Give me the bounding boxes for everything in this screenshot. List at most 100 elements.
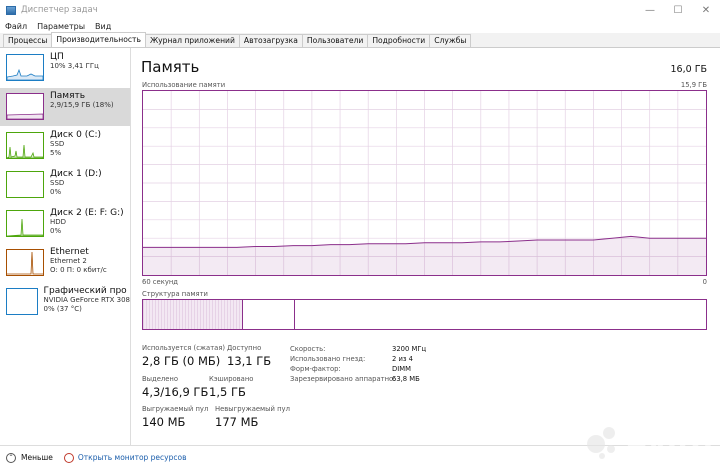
sidebar-item-detail: О: 0 П: 0 кбит/с [50, 266, 107, 274]
sidebar-item-memory[interactable]: Память 2,9/15,9 ГБ (18%) [0, 88, 130, 126]
sidebar-item-detail: HDD [50, 218, 67, 226]
tab-details[interactable]: Подробности [367, 34, 431, 47]
property-value: 3200 МГц [392, 345, 427, 353]
property-value: DIMM [392, 365, 411, 373]
sidebar-item-label: Память [50, 91, 86, 101]
property-value: 2 из 4 [392, 355, 414, 363]
stat-value: 2,8 ГБ (0 МБ) [142, 354, 221, 368]
property-label: Зарезервировано аппаратно: [290, 375, 396, 383]
memory-thumbnail [6, 93, 44, 120]
total-memory: 16,0 ГБ [670, 64, 707, 75]
structure-in-use [143, 300, 243, 329]
memory-panel: Память 16,0 ГБ Использование памяти 15,9… [131, 48, 720, 445]
resource-monitor-icon [63, 452, 74, 463]
maximize-button[interactable]: ☐ [673, 4, 683, 16]
usage-area [143, 236, 706, 275]
open-resource-monitor-link[interactable]: Открыть монитор ресурсов [77, 453, 187, 462]
property-label: Форм-фактор: [290, 365, 341, 373]
close-button[interactable]: ✕ [701, 4, 711, 16]
chevron-up-icon[interactable]: ⌃ [6, 452, 16, 463]
sidebar-item-label: ЦП [50, 52, 64, 62]
tab-performance[interactable]: Производительность [51, 32, 146, 47]
stat-value: 140 МБ [142, 415, 186, 429]
stat-label: Невыгружаемый пул [215, 405, 290, 413]
sidebar-item-detail: 10% 3,41 ГГц [50, 62, 99, 70]
structure-label: Структура памяти [142, 290, 208, 298]
window-title: Диспетчер задач [21, 5, 98, 15]
tab-bar: Процессы Производительность Журнал прило… [0, 32, 720, 48]
stat-value: 1,5 ГБ [209, 385, 246, 399]
sidebar-item-ethernet[interactable]: Ethernet Ethernet 2 О: 0 П: 0 кбит/с [0, 244, 130, 282]
sidebar-item-label: Диск 0 (C:) [50, 130, 102, 140]
memory-usage-graph [142, 90, 707, 276]
cpu-thumbnail [6, 54, 44, 81]
property-label: Использовано гнезд: [290, 355, 366, 363]
sidebar-item-detail: NVIDIA GeForce RTX 308 [43, 296, 130, 304]
sidebar-item-detail: Ethernet 2 [50, 257, 87, 265]
title-bar: Диспетчер задач — ☐ ✕ [0, 0, 720, 20]
property-label: Скорость: [290, 345, 326, 353]
structure-modified [243, 300, 295, 329]
stat-paged-pool: Выгружаемый пул 140 МБ [142, 405, 208, 429]
stat-label: Кэшировано [209, 375, 254, 383]
stat-label: Выделено [142, 375, 179, 383]
graph-time-span: 60 секунд [142, 278, 178, 286]
window-controls: — ☐ ✕ [636, 0, 720, 20]
sidebar-item-gpu[interactable]: Графический про NVIDIA GeForce RTX 308 0… [0, 283, 130, 321]
sidebar-item-detail: 0% (37 °C) [43, 305, 82, 313]
sidebar-item-detail: 5% [50, 149, 62, 157]
sidebar-item-detail: 0% [50, 227, 62, 235]
tab-app-history[interactable]: Журнал приложений [144, 34, 240, 47]
property-row: Использовано гнезд: 2 из 4 [290, 354, 426, 364]
tab-startup[interactable]: Автозагрузка [238, 34, 303, 47]
graph-time-now: 0 [702, 278, 707, 286]
sidebar-item-detail: 2,9/15,9 ГБ (18%) [50, 101, 114, 109]
avito-watermark: Avito [585, 425, 712, 461]
memory-structure-bar[interactable] [142, 299, 707, 330]
resource-sidebar: ЦП 10% 3,41 ГГц Память 2,9/15,9 ГБ (18%)… [0, 48, 131, 445]
disk2-thumbnail [6, 210, 44, 237]
disk0-thumbnail [6, 132, 44, 159]
stat-cached: Кэшировано 1,5 ГБ [209, 375, 253, 399]
property-row: Форм-фактор: DIMM [290, 364, 426, 374]
stat-value: 177 МБ [215, 415, 259, 429]
property-row: Скорость: 3200 МГц [290, 344, 426, 354]
gpu-thumbnail [6, 288, 38, 315]
sidebar-item-disk2[interactable]: Диск 2 (E: F: G:) HDD 0% [0, 205, 130, 243]
sidebar-item-label: Графический про [43, 286, 127, 296]
sidebar-item-label: Ethernet [50, 247, 89, 257]
stat-available: Доступно 13,1 ГБ [227, 344, 271, 368]
sidebar-item-label: Диск 1 (D:) [50, 169, 102, 179]
disk1-thumbnail [6, 171, 44, 198]
stat-nonpaged-pool: Невыгружаемый пул 177 МБ [215, 405, 290, 429]
sidebar-item-label: Диск 2 (E: F: G:) [50, 208, 124, 218]
stat-label: Выгружаемый пул [142, 405, 209, 413]
property-row: Зарезервировано аппаратно: 63,8 МБ [290, 374, 426, 384]
stat-value: 4,3/16,9 ГБ [142, 385, 209, 399]
tab-services[interactable]: Службы [429, 34, 472, 47]
sidebar-item-cpu[interactable]: ЦП 10% 3,41 ГГц [0, 49, 130, 87]
menu-file[interactable]: Файл [5, 22, 28, 31]
watermark-text: Avito [625, 425, 712, 461]
sidebar-item-detail: SSD [50, 179, 65, 187]
avito-logo-icon [585, 425, 621, 461]
memory-properties: Скорость: 3200 МГц Использовано гнезд: 2… [290, 344, 426, 384]
memory-usage-chart [143, 91, 706, 275]
tab-users[interactable]: Пользователи [301, 34, 369, 47]
sidebar-item-disk0[interactable]: Диск 0 (C:) SSD 5% [0, 127, 130, 165]
fewer-details-button[interactable]: Меньше [21, 453, 53, 462]
sidebar-item-detail: SSD [50, 140, 65, 148]
usage-graph-max: 15,9 ГБ [680, 81, 707, 89]
stat-in-use: Используется (сжатая) 2,8 ГБ (0 МБ) [142, 344, 225, 368]
stat-committed: Выделено 4,3/16,9 ГБ [142, 375, 208, 399]
menu-view[interactable]: Вид [95, 22, 112, 31]
property-value: 63,8 МБ [392, 375, 420, 383]
usage-line [143, 235, 706, 248]
menu-bar: Файл Параметры Вид [0, 20, 720, 33]
menu-options[interactable]: Параметры [37, 22, 86, 31]
sidebar-item-disk1[interactable]: Диск 1 (D:) SSD 0% [0, 166, 130, 204]
tab-processes[interactable]: Процессы [3, 34, 53, 47]
panel-title: Память [141, 58, 200, 76]
minimize-button[interactable]: — [645, 4, 655, 16]
stat-label: Доступно [227, 344, 262, 352]
